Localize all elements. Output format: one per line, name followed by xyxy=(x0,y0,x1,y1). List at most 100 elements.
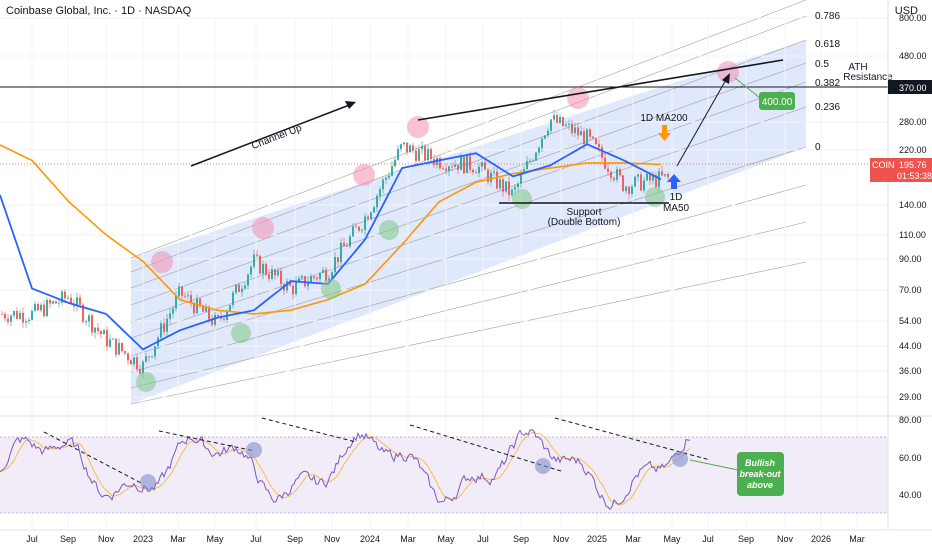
candle-body xyxy=(247,274,249,286)
candle-body xyxy=(370,212,372,220)
candle-body xyxy=(55,301,57,304)
channel-line xyxy=(130,261,807,405)
currency-label[interactable]: USD xyxy=(894,5,918,17)
candle-body xyxy=(13,311,15,316)
candle-body xyxy=(427,149,429,161)
rsi-trendline xyxy=(409,424,562,472)
bullish-label-3: above xyxy=(747,480,773,490)
candle-body xyxy=(88,315,90,322)
candle-body xyxy=(601,147,603,158)
time-tick: Nov xyxy=(777,534,794,544)
candle-body xyxy=(16,311,18,319)
candle-body xyxy=(67,297,69,299)
candle-body xyxy=(367,216,369,220)
price-tick: 110.00 xyxy=(899,230,926,240)
candle-body xyxy=(64,291,66,299)
candle-body xyxy=(244,285,246,289)
candle-body xyxy=(280,270,282,285)
current-price: 195.76 xyxy=(899,160,927,170)
channel-line xyxy=(130,106,807,339)
time-tick: Sep xyxy=(738,534,754,544)
channel-line xyxy=(130,62,807,306)
candle-body xyxy=(346,245,348,247)
bullish-label-2: break-out xyxy=(739,469,781,479)
candle-body xyxy=(469,155,471,170)
rsi-axis-ticks[interactable]: 80.00 60.00 40.00 xyxy=(899,415,922,500)
price-axis-ticks[interactable]: 800.00 480.00 280.00 220.00 140.00 110.00 90.0… xyxy=(899,13,927,402)
candle-body xyxy=(535,152,537,161)
candle-body xyxy=(571,123,573,134)
ma50-label-2: MA50 xyxy=(663,203,690,214)
candle-body xyxy=(268,274,270,279)
time-tick: Mar xyxy=(625,534,641,544)
candle-body xyxy=(565,124,567,127)
rsi-touch-circle xyxy=(246,442,262,458)
candle-body xyxy=(37,303,39,311)
candle-body xyxy=(94,327,96,333)
candle-body xyxy=(358,226,360,231)
rsi-trendline xyxy=(43,431,142,484)
candle-body xyxy=(112,338,114,340)
channel-line xyxy=(130,0,807,259)
candle-body xyxy=(322,269,324,273)
time-tick: Jul xyxy=(250,534,262,544)
fib-0618: 0.618 xyxy=(815,39,840,50)
candle-body xyxy=(613,178,615,180)
time-tick: 2023 xyxy=(133,534,153,544)
time-tick: Mar xyxy=(170,534,186,544)
time-axis[interactable]: Jul Sep Nov 2023 Mar May Jul Sep Nov 2024 Mar May Ju… xyxy=(26,534,865,544)
candle-body xyxy=(199,298,201,307)
candle-body xyxy=(508,181,510,196)
candle-body xyxy=(589,129,591,137)
rsi-touch-circle xyxy=(672,451,688,467)
candle-body xyxy=(430,149,432,159)
candle-body xyxy=(646,173,648,181)
candle-body xyxy=(235,284,237,293)
candle-body xyxy=(643,180,645,191)
ath-label: ATH xyxy=(848,62,867,73)
candle-body xyxy=(214,314,216,325)
ma200-arrow-head xyxy=(658,133,671,141)
bottom-touch-circle xyxy=(512,189,532,209)
top-touch-circle xyxy=(353,164,375,186)
candle-body xyxy=(394,159,396,167)
candle-body xyxy=(343,242,345,246)
candle-body xyxy=(622,175,624,192)
rsi-touch-circle xyxy=(140,474,156,490)
candle-body xyxy=(376,195,378,208)
candle-body xyxy=(628,186,630,194)
candle-body xyxy=(658,171,660,188)
channel-line xyxy=(130,15,807,273)
price-tick: 90.00 xyxy=(899,254,922,264)
candle-body xyxy=(403,142,405,145)
candle-body xyxy=(331,272,333,279)
candle-body xyxy=(100,330,102,335)
candle-body xyxy=(181,286,183,296)
candle-body xyxy=(511,189,513,196)
time-tick: Sep xyxy=(287,534,303,544)
ma200-line xyxy=(0,144,662,315)
candle-body xyxy=(298,278,300,282)
time-tick: Jul xyxy=(26,534,38,544)
candle-body xyxy=(232,292,234,306)
candle-body xyxy=(7,318,9,322)
candle-body xyxy=(289,281,291,286)
candle-body xyxy=(574,127,576,134)
candle-body xyxy=(553,115,555,120)
candle-body xyxy=(109,339,111,347)
candle-body xyxy=(568,123,570,125)
candle-body xyxy=(274,269,276,276)
candle-body xyxy=(82,304,84,322)
candle-body xyxy=(28,319,30,322)
candle-body xyxy=(172,308,174,314)
candle-body xyxy=(313,276,315,278)
candle-body xyxy=(409,145,411,153)
candle-body xyxy=(79,297,81,305)
current-countdown: 01:53:38 xyxy=(897,171,932,181)
touch-circles xyxy=(136,61,739,392)
candle-body xyxy=(292,285,294,295)
candle-body xyxy=(184,295,186,297)
candle-body xyxy=(487,169,489,183)
time-tick: May xyxy=(663,534,681,544)
